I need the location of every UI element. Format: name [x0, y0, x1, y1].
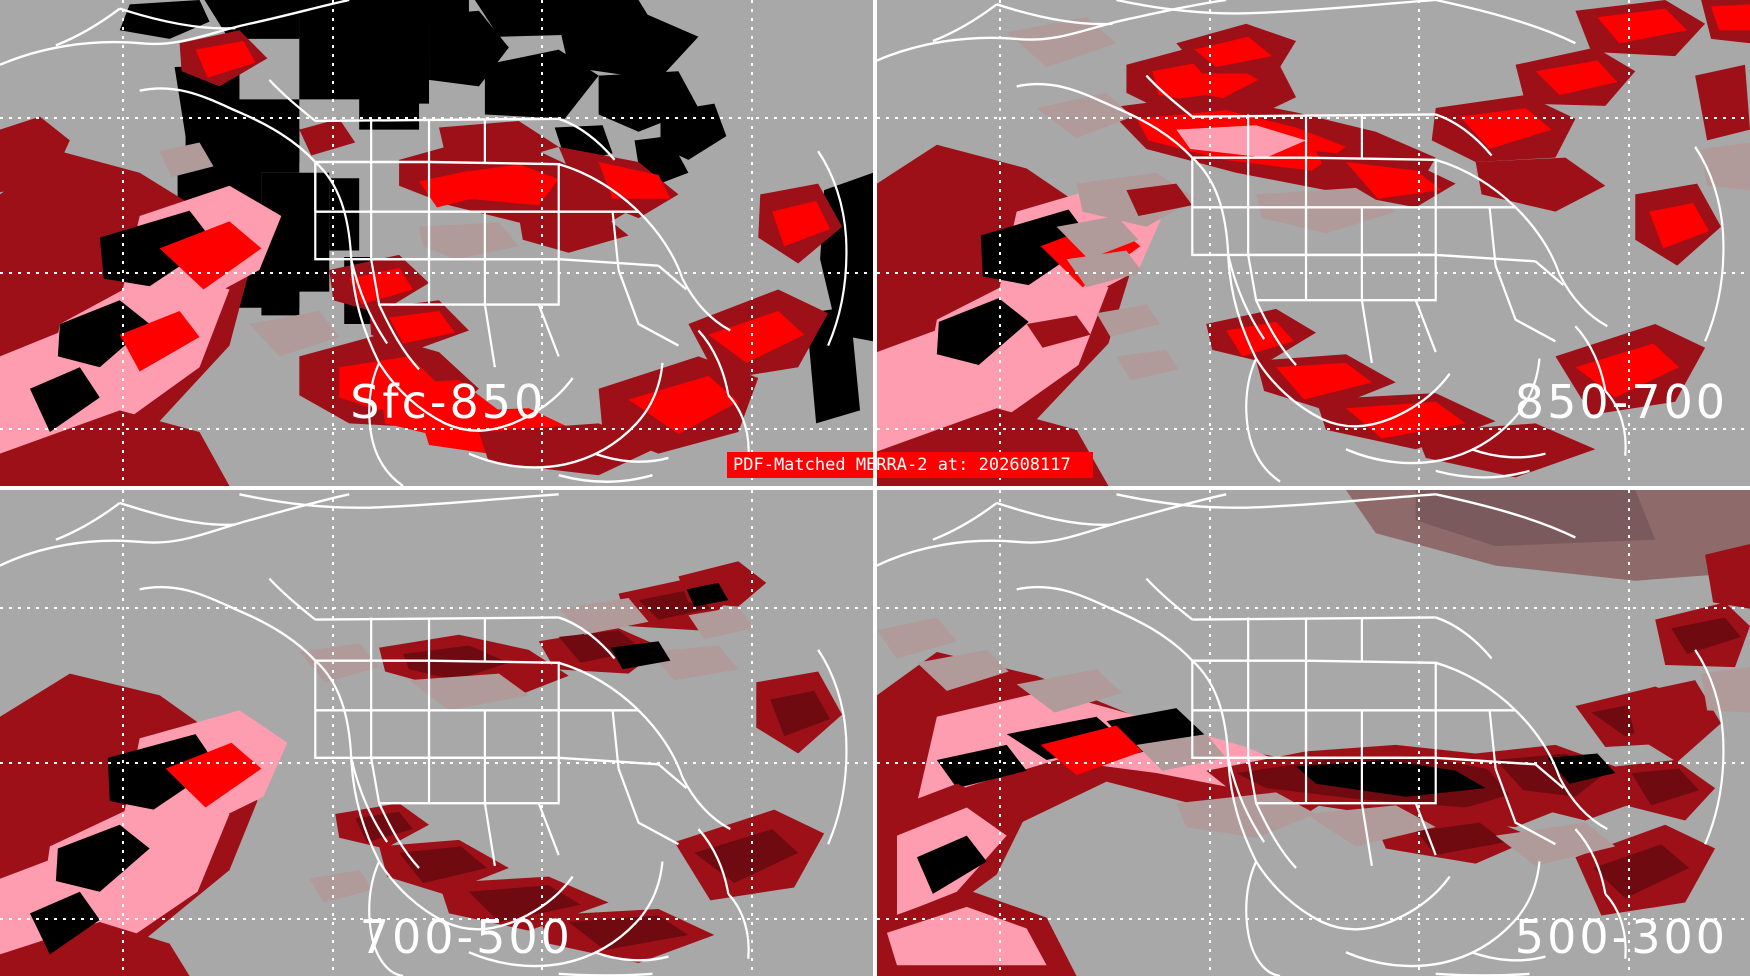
- coastline-overlay: [0, 0, 848, 486]
- panel-gap-seam: [873, 452, 877, 478]
- title-banner-text: PDF-Matched MERRA-2 at: 202608117: [733, 455, 1071, 475]
- title-banner: PDF-Matched MERRA-2 at: 202608117: [727, 452, 1093, 478]
- map-canvas-700-500: [0, 490, 873, 976]
- coastline-overlay: [877, 0, 1725, 483]
- panel-850-700[interactable]: 850-700: [877, 0, 1750, 486]
- panel-sfc-850[interactable]: Sfc-850: [0, 0, 873, 486]
- aerosol-field-high: [0, 673, 288, 976]
- map-canvas-850-700: [877, 0, 1750, 486]
- aerosol-field-high: [0, 116, 282, 486]
- panel-500-300[interactable]: 500-300: [877, 490, 1750, 976]
- coastline-overlay: [877, 493, 1725, 976]
- map-canvas-sfc-850: [0, 0, 873, 486]
- map-canvas-500-300: [877, 490, 1750, 976]
- aerosol-field-high: [877, 652, 1346, 976]
- aerosol-field-mid: [877, 544, 1750, 916]
- panel-700-500[interactable]: 700-500: [0, 490, 873, 976]
